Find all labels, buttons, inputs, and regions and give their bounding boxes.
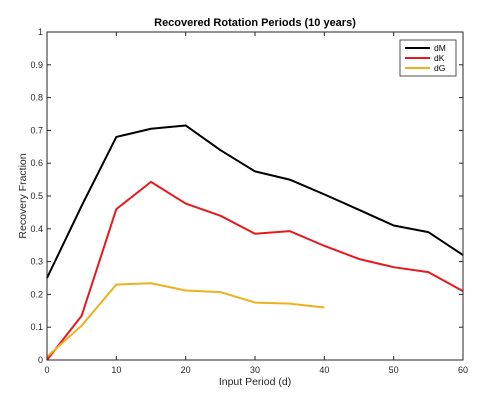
y-tick-label: 0.4 <box>30 224 43 234</box>
legend-label-dG: dG <box>434 63 445 73</box>
y-tick-label: 0.1 <box>30 322 43 332</box>
y-tick-label: 0.8 <box>30 93 43 103</box>
series-line-dM <box>46 124 464 279</box>
y-tick-label: 0 <box>38 355 43 365</box>
y-tick-label: 0.3 <box>30 257 43 267</box>
tick-labels-layer: 0 10 20 30 40 50 60 0 0.1 0.2 0.3 0.4 0.5 0.6 0.7 0.8 0.… <box>30 27 468 375</box>
x-tick-label: 50 <box>389 365 399 375</box>
chart-title: Recovered Rotation Periods (10 years) <box>154 17 356 29</box>
series-line-dG <box>46 282 325 358</box>
x-tick-label: 40 <box>319 365 329 375</box>
legend-label-dK: dK <box>434 53 445 63</box>
y-tick-label: 0.5 <box>30 191 43 201</box>
x-tick-label: 30 <box>250 365 260 375</box>
x-tick-label: 10 <box>111 365 121 375</box>
legend-label-dM: dM <box>434 43 446 53</box>
y-tick-label: 0.6 <box>30 158 43 168</box>
x-tick-label: 60 <box>458 365 468 375</box>
y-tick-label: 0.2 <box>30 289 43 299</box>
series-line-dK <box>46 180 464 361</box>
x-tick-label: 0 <box>44 365 49 375</box>
y-axis-label: Recovery Fraction <box>17 153 29 238</box>
y-tick-label: 0.7 <box>30 125 43 135</box>
y-tick-label: 1 <box>38 27 43 37</box>
ticks-layer <box>46 31 464 361</box>
x-axis-label: Input Period (d) <box>219 376 291 388</box>
y-tick-label: 0.9 <box>30 60 43 70</box>
x-tick-label: 20 <box>181 365 191 375</box>
series-layer <box>46 124 464 361</box>
